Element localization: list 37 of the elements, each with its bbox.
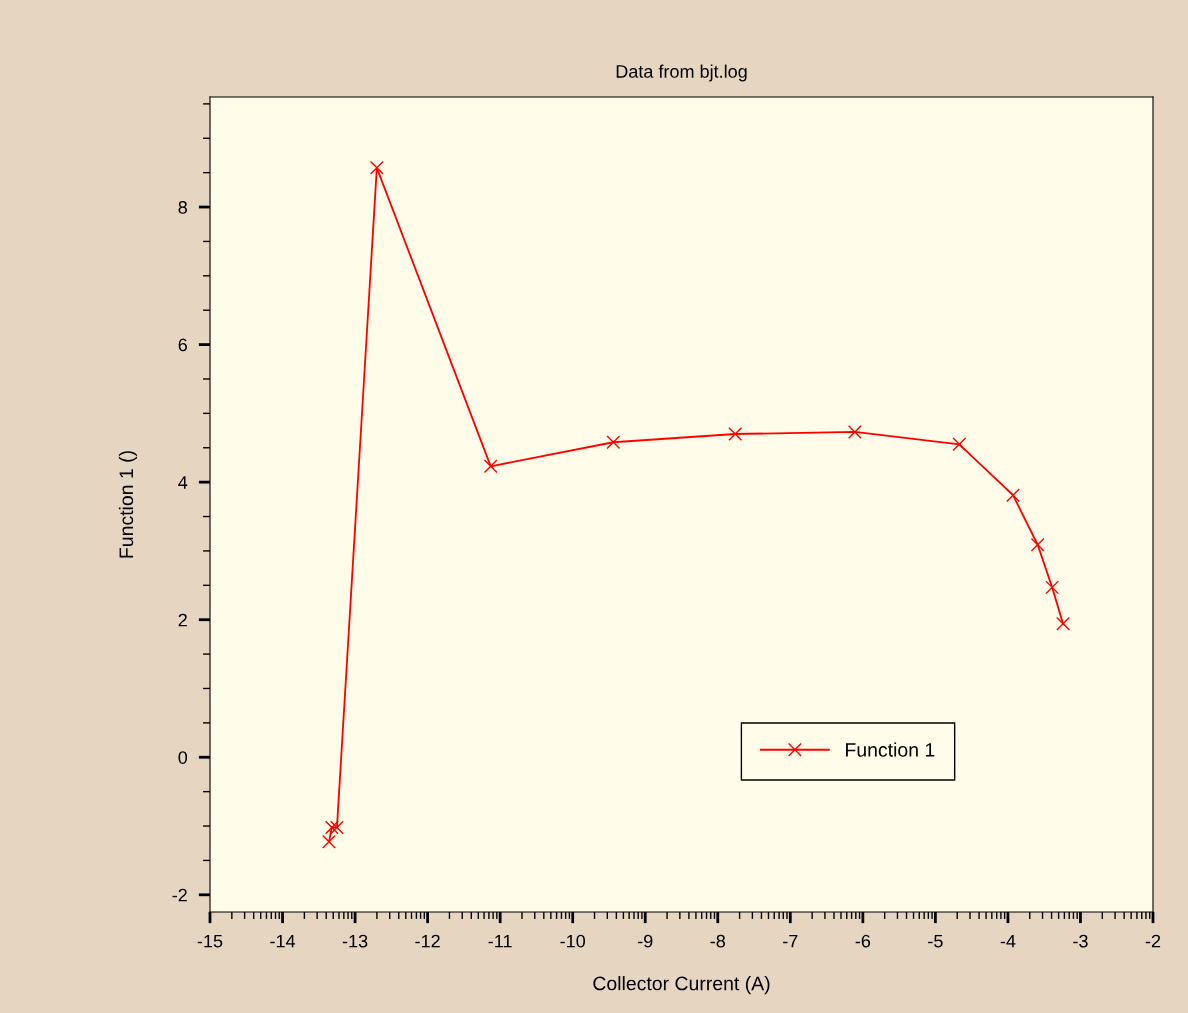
x-tick-label: -7 [783, 934, 798, 948]
chart-subtitle: Data from bjt.log [616, 64, 747, 82]
x-tick-label: -10 [560, 934, 586, 948]
y-axis-title: Function 1 () [118, 451, 137, 558]
point [1006, 488, 1020, 503]
x-tick-label: -13 [342, 934, 368, 948]
point [1056, 616, 1070, 631]
x-tick-label: -12 [415, 934, 440, 948]
point [329, 820, 344, 835]
point [369, 160, 384, 175]
y-tick-label: 6 [178, 338, 187, 352]
y-tick-label: 4 [178, 476, 188, 489]
x-tick-label: -4 [1000, 934, 1016, 948]
x-axis-title: Collector Current (A) [593, 976, 770, 995]
point [483, 459, 498, 474]
point [324, 820, 339, 835]
point [952, 437, 967, 452]
point [1030, 537, 1045, 552]
point [728, 427, 743, 441]
point [1045, 580, 1060, 595]
x-tick-label: -14 [270, 934, 296, 948]
x-tick-label: -9 [638, 934, 653, 948]
point [606, 435, 621, 450]
x-tick-label: -8 [710, 934, 726, 948]
y-tick-label: 2 [178, 613, 187, 627]
point [847, 424, 862, 439]
y-tick-label: 0 [178, 751, 188, 764]
x-tick-label: -15 [197, 934, 223, 948]
x-tick-label: -5 [928, 934, 943, 948]
legend-label: Function 1 [846, 742, 935, 757]
x-tick-label: -6 [855, 934, 871, 948]
x-tick-label: -3 [1073, 934, 1088, 948]
x-tick-label: -2 [1145, 934, 1161, 948]
x-tick-label: -11 [488, 934, 512, 948]
point [322, 834, 336, 849]
y-tick-label: -2 [172, 888, 187, 902]
y-tick-label: 8 [178, 200, 187, 214]
